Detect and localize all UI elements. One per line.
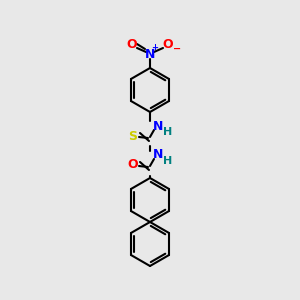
- Text: +: +: [152, 44, 158, 52]
- Text: S: S: [128, 130, 137, 142]
- Text: H: H: [164, 127, 172, 137]
- Text: N: N: [153, 148, 163, 161]
- Text: O: O: [128, 158, 138, 172]
- Text: H: H: [164, 156, 172, 166]
- Text: N: N: [145, 47, 155, 61]
- Text: O: O: [163, 38, 173, 52]
- Text: N: N: [153, 119, 163, 133]
- Text: −: −: [173, 44, 181, 54]
- Text: O: O: [127, 38, 137, 52]
